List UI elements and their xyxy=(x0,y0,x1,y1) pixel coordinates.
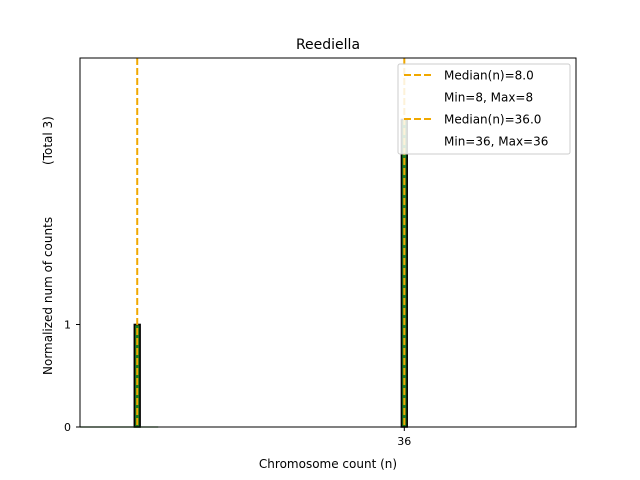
axes-frame xyxy=(79,57,577,428)
legend-range-label-1: Min=8, Max=8 xyxy=(444,91,533,105)
bars-layer xyxy=(133,118,408,428)
y-axis-total-label: (Total 3) xyxy=(41,116,55,165)
x-ticks: 36 xyxy=(397,427,411,448)
y-tick-label-1: 1 xyxy=(64,319,71,332)
x-tick-label-0: 36 xyxy=(397,435,411,448)
x-axis-label: Chromosome count (n) xyxy=(259,457,397,471)
legend-median-label-1: Median(n)=8.0 xyxy=(444,69,534,83)
y-ticks: 01 xyxy=(64,319,80,434)
y-axis-label: Normalized num of counts xyxy=(41,217,55,375)
median-lines-layer xyxy=(136,58,406,427)
y-tick-label-0: 0 xyxy=(64,421,71,434)
legend-range-label-2: Min=36, Max=36 xyxy=(444,135,548,149)
legend-box xyxy=(397,63,571,155)
legend-median-label-2: Median(n)=36.0 xyxy=(444,113,541,127)
chart-title: Reediella xyxy=(296,37,360,53)
legend: Median(n)=8.0 Min=8, Max=8 Median(n)=36.… xyxy=(397,63,571,155)
